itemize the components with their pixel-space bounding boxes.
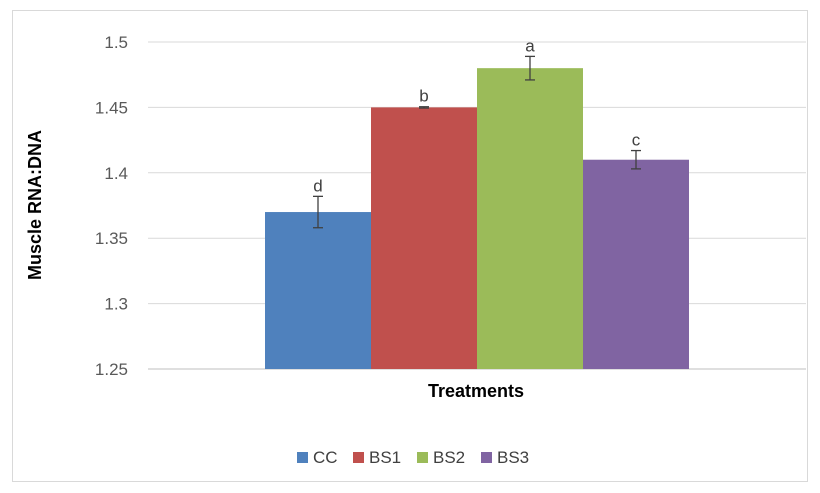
y-tick-label: 1.4 bbox=[104, 164, 128, 183]
bars bbox=[265, 68, 689, 370]
y-tick-label: 1.3 bbox=[104, 295, 128, 314]
bar-bs2 bbox=[477, 68, 583, 369]
legend-label-bs1: BS1 bbox=[369, 448, 401, 467]
bar-bs1 bbox=[371, 107, 477, 370]
error-bars bbox=[313, 55, 641, 229]
significance-label: b bbox=[419, 87, 428, 106]
significance-labels: d b a c bbox=[313, 36, 640, 195]
bar-cc bbox=[265, 212, 371, 369]
legend-label-cc: CC bbox=[313, 448, 338, 467]
legend-label-bs3: BS3 bbox=[497, 448, 529, 467]
y-tick-label: 1.35 bbox=[95, 229, 128, 248]
legend-swatch-bs3 bbox=[481, 452, 492, 463]
legend-label-bs2: BS2 bbox=[433, 448, 465, 467]
legend-swatch-cc bbox=[297, 452, 308, 463]
legend: CC BS1 BS2 BS3 bbox=[297, 448, 529, 467]
y-tick-labels: 1.25 1.3 1.35 1.4 1.45 1.5 bbox=[95, 33, 128, 379]
significance-label: d bbox=[313, 176, 322, 195]
significance-label: a bbox=[525, 36, 535, 55]
y-tick-label: 1.5 bbox=[104, 33, 128, 52]
bar-bs3 bbox=[583, 159, 689, 369]
y-tick-label: 1.45 bbox=[95, 98, 128, 117]
x-axis-title: Treatments bbox=[428, 381, 524, 401]
legend-swatch-bs1 bbox=[353, 452, 364, 463]
legend-swatch-bs2 bbox=[417, 452, 428, 463]
y-axis-title: Muscle RNA:DNA bbox=[25, 130, 45, 280]
significance-label: c bbox=[632, 131, 641, 150]
y-tick-label: 1.25 bbox=[95, 360, 128, 379]
